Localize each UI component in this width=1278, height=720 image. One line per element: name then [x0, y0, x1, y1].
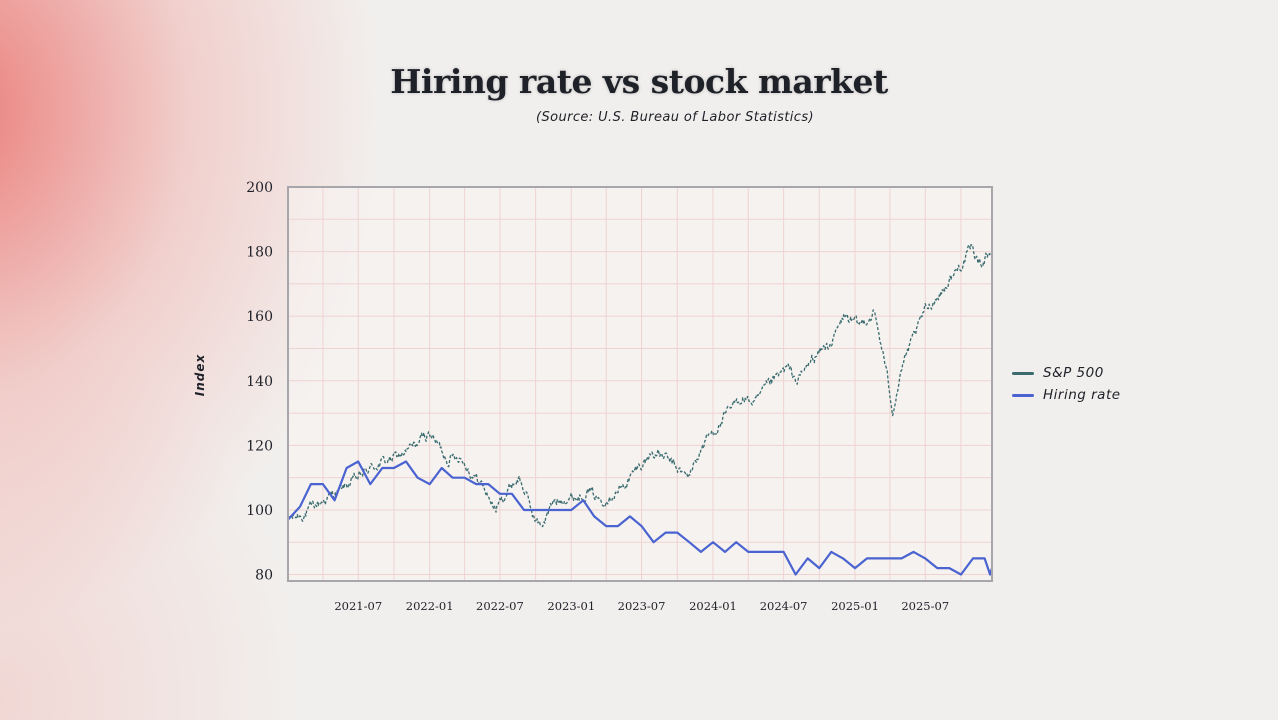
series-line-sp500 — [287, 244, 993, 528]
y-tick-label: 120 — [246, 438, 273, 454]
series-line-hiring-rate — [287, 460, 994, 576]
x-tick-label: 2023-01 — [547, 599, 595, 613]
chart-title: Hiring rate vs stock market — [390, 62, 888, 101]
y-tick-label: 100 — [246, 503, 273, 519]
y-tick-label: 160 — [246, 309, 273, 325]
plot-series — [287, 244, 994, 576]
grid — [288, 187, 992, 581]
legend-swatch-hiring-rate — [1012, 393, 1034, 397]
x-tick-label: 2023-07 — [618, 599, 666, 613]
legend-swatch-sp500 — [1012, 371, 1034, 375]
x-tick-label: 2025-01 — [831, 599, 879, 613]
y-tick-label: 180 — [246, 245, 273, 261]
chart-subtitle: (Source: U.S. Bureau of Labor Statistics… — [536, 110, 814, 125]
legend-label-hiring-rate: Hiring rate — [1043, 387, 1121, 403]
legend: S&P 500 Hiring rate — [1012, 362, 1121, 406]
plot-frame — [287, 186, 993, 582]
x-tick-label: 2024-01 — [689, 599, 737, 613]
y-tick-label: 200 — [246, 180, 273, 196]
x-tick-label: 2021-07 — [334, 599, 382, 613]
x-tick-label: 2025-07 — [901, 599, 949, 613]
x-tick-label: 2022-07 — [476, 599, 524, 613]
legend-label-sp500: S&P 500 — [1043, 365, 1104, 381]
axis-ticks: 80 100 120 140 160 180 200 2021-07 2022-01 2022-0… — [246, 180, 949, 613]
plot-background — [288, 187, 992, 581]
legend-item-sp500: S&P 500 — [1012, 362, 1121, 384]
legend-item-hiring-rate: Hiring rate — [1012, 384, 1121, 406]
x-tick-label: 2022-01 — [406, 599, 454, 613]
y-tick-label: 140 — [246, 374, 273, 390]
x-tick-label: 2024-07 — [760, 599, 808, 613]
y-tick-label: 80 — [255, 568, 273, 584]
